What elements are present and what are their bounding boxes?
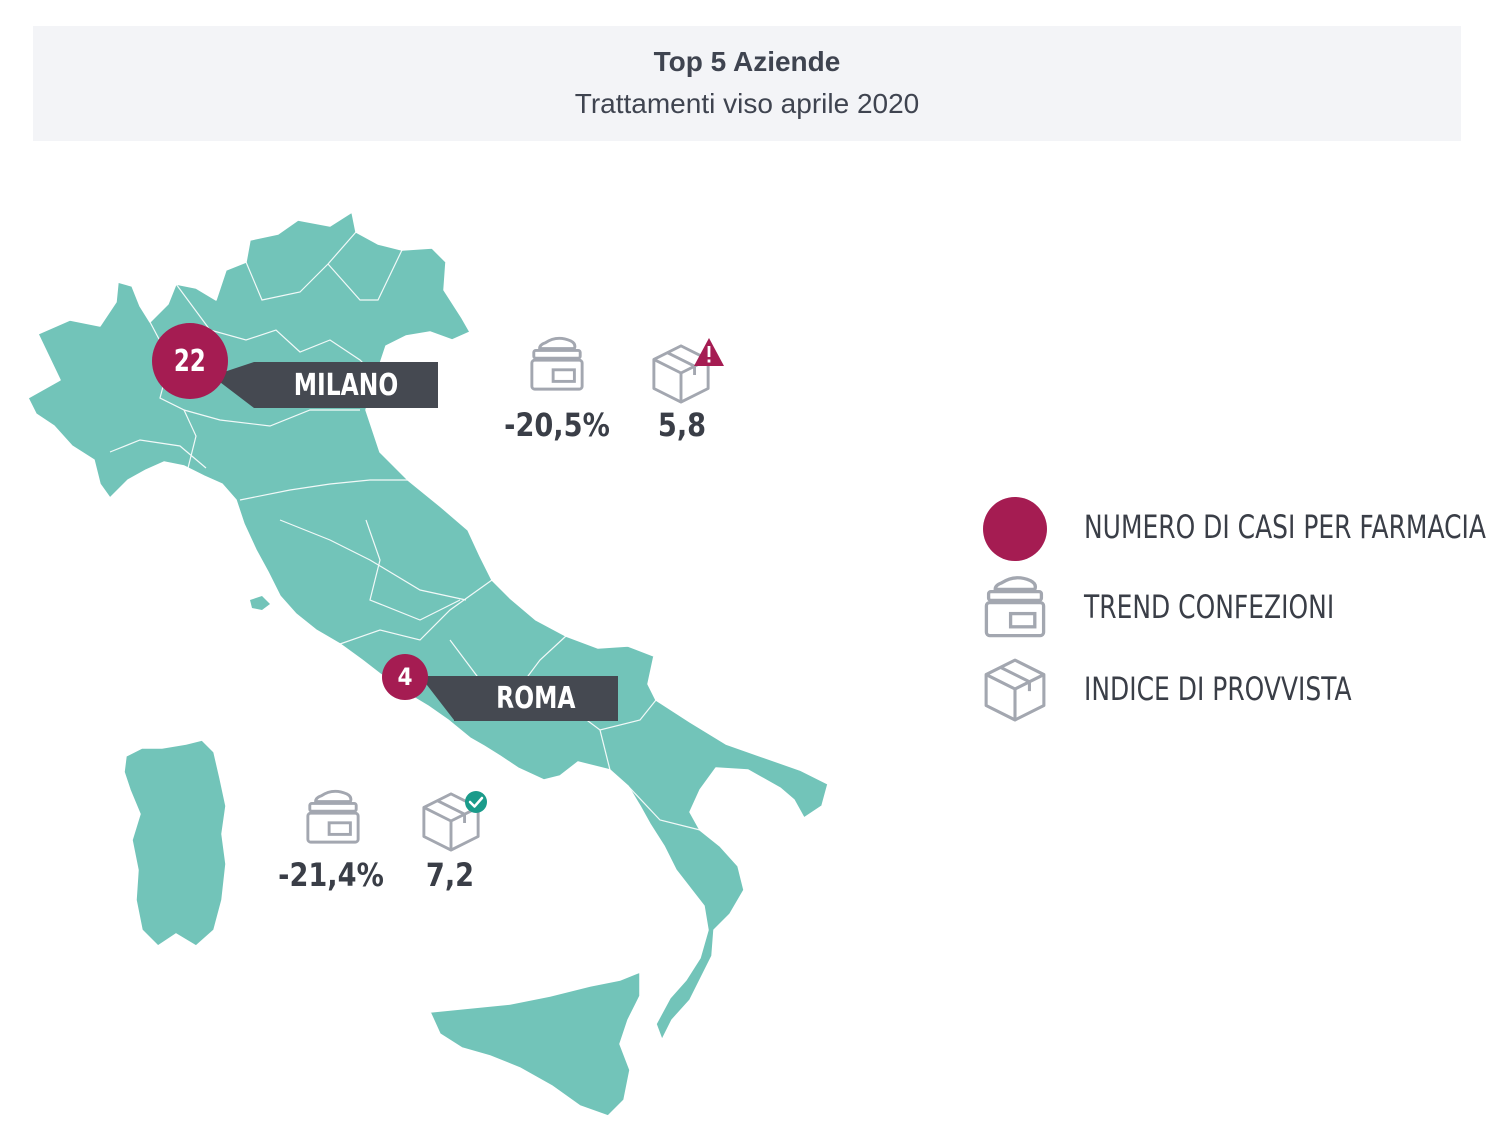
- sicily: [428, 970, 641, 1117]
- alert-icon: [694, 338, 724, 366]
- milano-cases-marker: 22: [152, 323, 228, 399]
- milano-city-label: MILANO: [254, 362, 438, 408]
- roma-stock-value: 7,2: [425, 856, 475, 894]
- legend-label-trend: TREND CONFEZIONI: [1084, 588, 1335, 626]
- italy-mainland: [27, 211, 829, 1041]
- roma-cases-value: 4: [397, 663, 413, 691]
- check-icon: [465, 791, 487, 813]
- roma-tag-pointer: [420, 676, 454, 720]
- legend-circle-marker-icon: [983, 497, 1047, 561]
- page-subtitle: Trattamenti viso aprile 2020: [574, 88, 920, 119]
- milano-city-name: MILANO: [293, 367, 399, 403]
- legend-box-icon: [984, 658, 1046, 722]
- page-title: Top 5 Aziende: [653, 46, 841, 77]
- roma-cases-marker: 4: [382, 654, 428, 700]
- header-banner: Top 5 Aziende Trattamenti viso aprile 20…: [33, 26, 1461, 141]
- roma-city-label: ROMA: [454, 676, 618, 721]
- legend-label-stock: INDICE DI PROVVISTA: [1084, 670, 1352, 708]
- roma-city-name: ROMA: [496, 681, 576, 716]
- milano-stock-icon: [652, 344, 710, 404]
- milano-trend-value: -20,5%: [504, 406, 610, 444]
- legend-cream-jar-icon: [984, 576, 1046, 638]
- island-elba: [250, 596, 270, 610]
- milano-stock-value: 5,8: [657, 406, 707, 444]
- milano-trend-icon: [530, 336, 584, 391]
- milano-cases-value: 22: [174, 343, 206, 379]
- legend-label-cases: NUMERO DI CASI PER FARMACIA: [1084, 508, 1486, 546]
- roma-trend-value: -21,4%: [278, 856, 384, 894]
- sardinia: [123, 739, 227, 947]
- roma-trend-icon: [306, 789, 360, 844]
